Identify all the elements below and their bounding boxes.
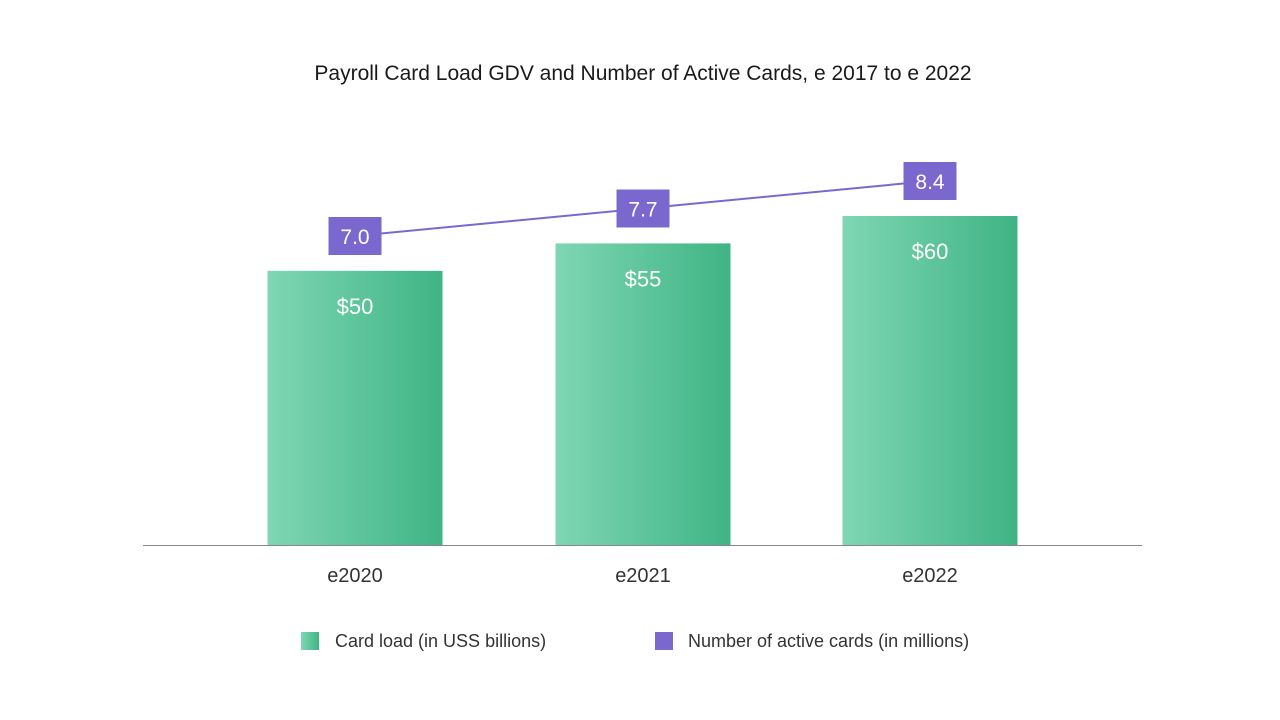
legend-swatch-card-load — [301, 632, 319, 650]
line-point-e2021 — [616, 189, 670, 228]
bar-e2022 — [842, 216, 1018, 545]
bar-value-label: $60 — [912, 239, 949, 264]
bar-e2021 — [555, 243, 731, 545]
line-point-e2020 — [328, 217, 382, 255]
chart-title: Payroll Card Load GDV and Number of Acti… — [314, 62, 971, 85]
bars-layer: $50 $55 $60 — [267, 216, 1018, 545]
x-tick-label: e2021 — [615, 565, 671, 587]
x-axis: e2020 e2021 e2022 — [143, 545, 1142, 587]
legend-label-active-cards: Number of active cards (in millions) — [688, 631, 969, 651]
legend-label-card-load: Card load (in USS billions) — [335, 631, 546, 651]
line-series-layer: 7.0 7.7 8.4 — [328, 162, 957, 255]
legend: Card load (in USS billions) Number of ac… — [301, 631, 969, 651]
x-tick-label: e2020 — [327, 565, 383, 587]
line-value-label: 8.4 — [915, 171, 945, 194]
bar-value-label: $55 — [625, 266, 662, 291]
legend-swatch-active-cards — [655, 632, 673, 650]
x-tick-label: e2022 — [902, 565, 958, 587]
line-value-label: 7.7 — [628, 199, 657, 222]
line-value-label: 7.0 — [340, 226, 369, 249]
bar-e2020 — [267, 270, 443, 545]
bar-value-label: $50 — [337, 294, 374, 319]
line-point-e2022 — [903, 162, 957, 200]
